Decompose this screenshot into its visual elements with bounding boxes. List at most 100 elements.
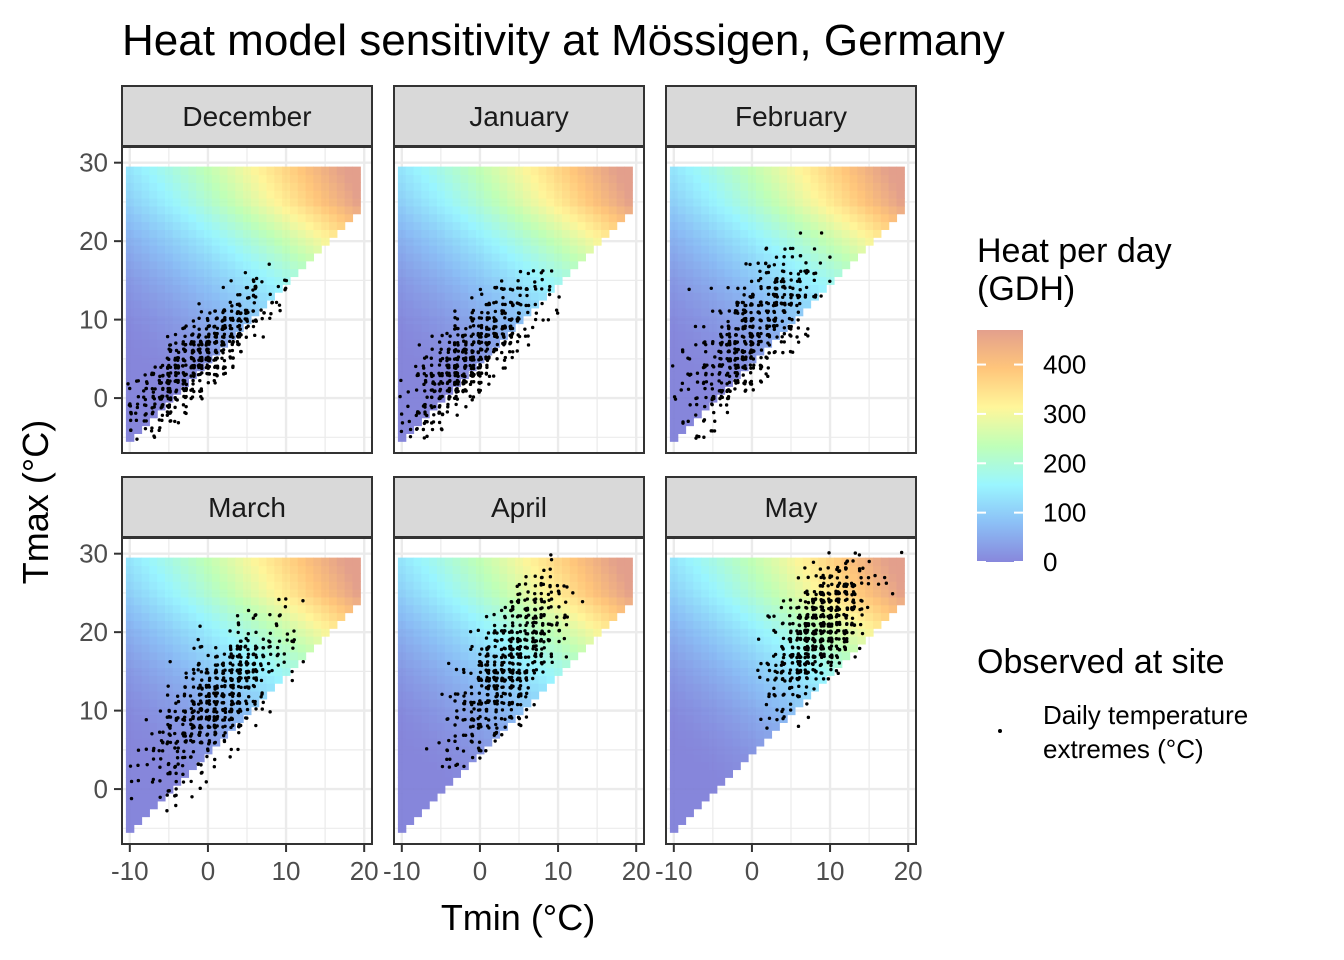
heat-tile	[188, 166, 197, 176]
y-tick-label: 0	[94, 383, 108, 413]
observed-point	[679, 388, 683, 392]
heat-tile	[421, 565, 430, 574]
heat-tile	[235, 252, 244, 262]
heat-tile	[125, 174, 135, 183]
heat-tile	[818, 276, 827, 285]
heat-tile	[405, 370, 415, 380]
heat-tile	[693, 362, 702, 372]
heat-tile	[701, 268, 710, 278]
heat-tile	[732, 174, 741, 183]
heat-tile	[880, 182, 890, 191]
heat-tile	[429, 769, 438, 778]
heat-tile	[849, 237, 859, 246]
observed-point	[533, 317, 538, 322]
heat-tile	[880, 198, 890, 207]
observed-point	[415, 373, 419, 378]
facet-strip-label: December	[182, 101, 311, 132]
heat-tile	[724, 198, 734, 207]
observed-point	[236, 630, 240, 635]
heat-tile	[397, 229, 407, 238]
heat-tile	[125, 628, 135, 637]
observed-point	[509, 335, 514, 339]
observed-point	[408, 434, 413, 439]
heat-tile	[677, 166, 687, 176]
observed-point	[246, 632, 251, 636]
observed-point	[408, 427, 413, 432]
heat-tile	[669, 166, 679, 176]
heat-tile	[429, 706, 438, 716]
heat-tile	[693, 213, 702, 223]
observed-point	[782, 269, 786, 274]
heat-tile	[818, 205, 827, 215]
observed-point	[422, 372, 427, 376]
observed-point	[254, 319, 258, 323]
observed-point	[197, 327, 201, 331]
heat-tile	[685, 300, 694, 309]
heat-tile	[413, 698, 422, 708]
heat-tile	[546, 205, 555, 215]
observed-point	[143, 373, 147, 377]
heat-tile	[141, 738, 150, 747]
heat-tile	[211, 245, 221, 254]
observed-point	[471, 374, 476, 378]
heat-tile	[810, 284, 819, 293]
observed-point	[254, 669, 259, 673]
heat-tile	[669, 300, 679, 309]
heat-tile	[810, 221, 819, 230]
heat-tile	[141, 323, 150, 332]
heat-tile	[157, 182, 166, 191]
heat-tile	[133, 205, 143, 215]
heat-tile	[436, 221, 446, 230]
heat-tile	[297, 166, 307, 176]
heat-tile	[608, 213, 618, 223]
heat-tile	[701, 237, 710, 246]
observed-point	[198, 389, 202, 393]
heat-tile	[507, 268, 516, 278]
heat-tile	[779, 221, 788, 230]
heat-tile	[188, 268, 197, 278]
heat-tile	[515, 213, 524, 223]
observed-point	[790, 293, 794, 297]
observed-point	[223, 371, 228, 376]
observed-point	[804, 285, 809, 290]
heat-tile	[413, 722, 422, 731]
observed-point	[191, 371, 195, 375]
observed-point	[189, 355, 194, 360]
observed-point	[198, 692, 203, 697]
heat-tile	[763, 292, 773, 301]
observed-point	[476, 350, 481, 355]
heat-tile	[258, 252, 268, 262]
heat-tile	[235, 229, 244, 238]
observed-point	[454, 348, 458, 352]
observed-point	[471, 332, 475, 336]
observed-point	[158, 426, 162, 430]
heat-tile	[227, 628, 236, 637]
heat-tile	[141, 284, 150, 293]
heat-tile	[149, 378, 158, 387]
observed-point	[780, 319, 784, 323]
heat-tile	[421, 300, 430, 309]
heat-tile	[141, 667, 150, 676]
heat-tile	[436, 777, 446, 786]
observed-point	[182, 692, 187, 696]
heat-tile	[669, 354, 679, 364]
observed-point	[254, 630, 258, 635]
observed-point	[207, 716, 212, 721]
observed-point	[812, 278, 817, 283]
heat-tile	[880, 190, 890, 199]
observed-point	[237, 675, 242, 680]
observed-point	[526, 303, 531, 308]
heat-tile	[141, 777, 150, 786]
heat-tile	[421, 675, 430, 684]
observed-point	[207, 740, 212, 744]
heat-tile	[405, 793, 415, 802]
heat-tile	[436, 198, 446, 207]
heat-tile	[826, 182, 835, 191]
observed-point	[214, 332, 218, 337]
heat-tile	[352, 557, 361, 567]
heat-tile	[530, 252, 540, 262]
heat-tile	[794, 190, 804, 199]
heat-tile	[180, 284, 190, 293]
observed-point	[183, 379, 187, 383]
heat-tile	[157, 276, 166, 285]
